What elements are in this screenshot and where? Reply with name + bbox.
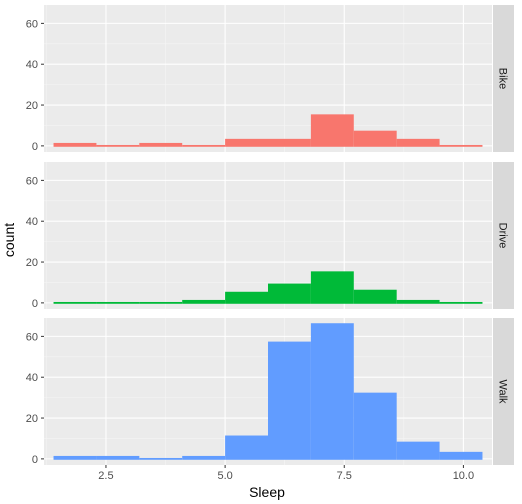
histogram-bar xyxy=(268,138,311,147)
facet-strip: Bike xyxy=(493,5,514,152)
histogram-bar xyxy=(225,291,268,304)
histogram-bar xyxy=(268,341,311,460)
y-tick-label: 0 xyxy=(32,141,38,153)
facet-panel-bike: 0 20 40 60 Bike xyxy=(26,5,514,153)
histogram-bar xyxy=(182,144,226,147)
histogram-bar xyxy=(53,142,97,147)
y-tick-label: 60 xyxy=(26,175,38,187)
histogram-bar xyxy=(439,301,483,304)
x-tick-label: 7.5 xyxy=(337,470,352,482)
y-tick-label: 20 xyxy=(26,413,38,425)
histogram-bar xyxy=(310,114,354,147)
y-tick-label: 0 xyxy=(32,454,38,466)
y-tick-label: 60 xyxy=(26,18,38,30)
facet-panel-walk: 0 20 40 60 Walk xyxy=(26,318,514,466)
y-axis-title: count xyxy=(1,223,17,257)
histogram-bar xyxy=(53,455,97,460)
y-tick-label: 20 xyxy=(26,257,38,269)
histogram-bar xyxy=(53,301,97,304)
histogram-bar xyxy=(96,144,140,147)
y-tick-label: 0 xyxy=(32,298,38,310)
x-tick-label: 2.5 xyxy=(98,470,113,482)
histogram-bar xyxy=(96,301,140,304)
histogram-bar xyxy=(139,457,183,460)
facet-strip-background xyxy=(493,5,514,152)
histogram-bar xyxy=(353,289,397,304)
histogram-bar xyxy=(182,299,226,304)
histogram-bar xyxy=(353,392,397,460)
facet-strip-background xyxy=(493,162,514,309)
y-tick-label: 60 xyxy=(26,331,38,343)
facet-strip: Drive xyxy=(493,162,514,309)
facet-strip-label: Drive xyxy=(497,223,509,249)
histogram-bar xyxy=(396,138,440,147)
panel-background xyxy=(44,5,492,152)
histogram-bar xyxy=(182,455,226,460)
histogram-bar xyxy=(96,455,140,460)
histogram-bar xyxy=(396,441,440,460)
histogram-bar xyxy=(225,435,268,460)
facet-strip: Walk xyxy=(493,318,514,465)
histogram-bar xyxy=(439,451,483,460)
histogram-bar xyxy=(139,142,183,147)
y-tick-label: 20 xyxy=(26,100,38,112)
facet-strip-label: Walk xyxy=(497,379,509,404)
histogram-bar xyxy=(310,271,354,304)
histogram-bar xyxy=(139,301,183,304)
histogram-bar xyxy=(310,323,354,460)
histogram-bar xyxy=(439,144,483,147)
histogram-bar xyxy=(225,138,268,147)
facet-strip-label: Bike xyxy=(497,68,509,89)
histogram-bar xyxy=(396,299,440,304)
x-axis: 2.5 5.0 7.5 10.0 xyxy=(98,465,474,482)
y-tick-label: 40 xyxy=(26,216,38,228)
facet-strip-background xyxy=(493,318,514,465)
histogram-bar xyxy=(353,130,397,147)
facet-panels: 0 20 40 60 Bike 0 20 40 60 Drive 0 20 40 60 Walk xyxy=(26,5,514,466)
x-axis-title: Sleep xyxy=(249,484,285,500)
facet-panel-drive: 0 20 40 60 Drive xyxy=(26,162,514,310)
y-tick-label: 40 xyxy=(26,59,38,71)
x-tick-label: 10.0 xyxy=(453,470,474,482)
histogram-bar xyxy=(268,283,311,304)
y-tick-label: 40 xyxy=(26,372,38,384)
x-tick-label: 5.0 xyxy=(217,470,232,482)
